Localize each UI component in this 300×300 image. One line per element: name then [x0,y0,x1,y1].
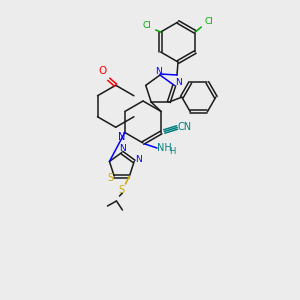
Text: Cl: Cl [205,17,214,26]
Text: O: O [99,66,107,76]
Text: S: S [107,173,113,183]
Text: Cl: Cl [142,22,151,31]
Text: N: N [118,131,125,142]
Text: S: S [118,185,124,195]
Text: N: N [175,78,181,87]
Text: NH: NH [157,143,171,153]
Text: CN: CN [177,122,191,131]
Text: N: N [156,67,162,76]
Text: N: N [135,155,142,164]
Text: N: N [119,144,126,153]
Text: H: H [169,148,175,157]
